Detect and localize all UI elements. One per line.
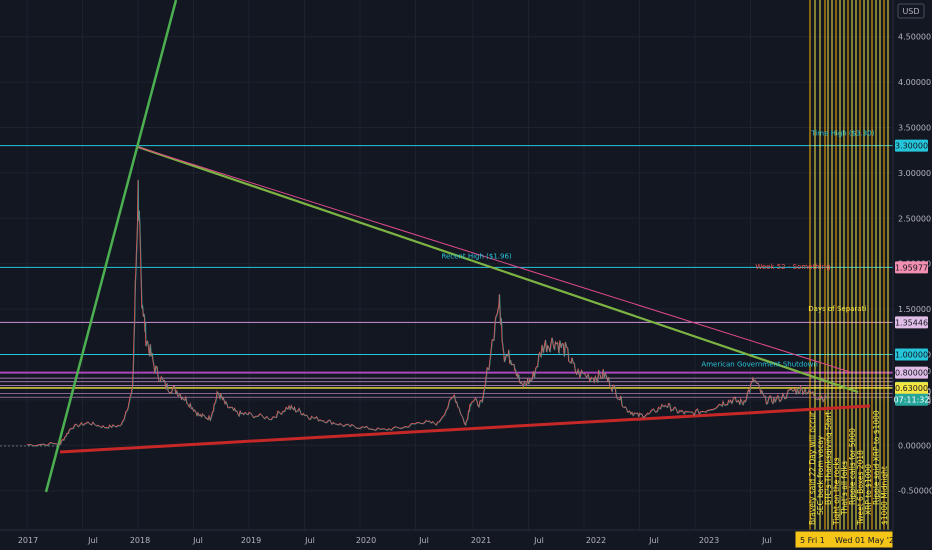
time-tick-label: Jul: [418, 536, 429, 545]
price-tick-label: 1.50000: [898, 305, 931, 314]
price-tick-label: 3.00000: [898, 169, 931, 178]
event-note-label: Bravely said 22 Day will occur: [808, 411, 817, 525]
price-badge: [895, 139, 928, 152]
price-badges: 3.300001.959771.354461.000000.800000.634…: [894, 139, 930, 406]
time-axis: 2017 Jul 2018 Jul 2019 Jul 2020 Jul 2021 Jul 2022 J…: [18, 536, 772, 545]
time-tick-label: 2023: [699, 536, 719, 545]
annotations: Recent High ($1.96) Time High ($3.30) Amer…: [441, 130, 874, 369]
price-badge-text: 1.00000: [895, 351, 928, 360]
price-tick-label: 4.00000: [898, 78, 931, 87]
currency-label: USD: [902, 7, 919, 16]
annotation-label: American Government Shutdown: [701, 360, 817, 368]
time-tick-label: 2022: [586, 536, 606, 545]
time-tick-label: 2017: [18, 536, 38, 545]
bottom-left-label: 5 Fri 1: [800, 536, 825, 545]
price-line: [26, 179, 828, 447]
bottom-date-label: Wed 01 May '24: [835, 536, 899, 545]
horizontal-levels: [0, 145, 893, 398]
event-note-label: XRP to $1000: [864, 464, 873, 515]
event-note-label: Ripple calls for 5000: [848, 428, 857, 505]
annotation-label: Days of Separati: [808, 305, 866, 313]
price-badge: [895, 261, 928, 274]
time-tick-label: 2021: [471, 536, 491, 545]
time-tick-label: 2020: [356, 536, 376, 545]
price-badge-text: 1.95977: [895, 263, 928, 272]
time-tick-label: Jul: [648, 536, 659, 545]
price-series-line-alt: [27, 180, 828, 447]
event-note-label: BTC's Thanksgiving Start: [824, 412, 833, 505]
price-tick-label: 3.50000: [898, 124, 931, 133]
annotation-label: Recent High ($1.96): [441, 252, 512, 260]
pink-descending-trendline: [137, 146, 851, 373]
price-badge-text: 1.35446: [895, 318, 928, 327]
price-badge: [895, 348, 928, 361]
time-tick-label: Jul: [533, 536, 544, 545]
bottom-date-badge: 5 Fri 1 Wed 01 May '24: [795, 531, 899, 548]
green-steep-trendline: [44, 0, 178, 493]
price-badge-text: 0.63000: [895, 384, 928, 393]
time-tick-label: Jul: [761, 536, 772, 545]
annotation-label: Week 52 - Something: [755, 263, 830, 271]
time-tick-label: 2019: [241, 536, 261, 545]
price-badge: [895, 382, 928, 395]
price-series-line: [26, 179, 827, 447]
event-note-label: Ripple said XRP to $1000: [872, 410, 881, 505]
event-note-label: That's all folks: [840, 461, 849, 516]
countdown-badge: [895, 393, 928, 406]
currency-badge[interactable]: USD: [897, 3, 925, 19]
green-descending-trendline: [137, 145, 859, 394]
vertical-lines: Bravely said 22 Day will occur SEC back f…: [808, 0, 889, 530]
price-tick-label: 0.00000: [898, 441, 931, 450]
price-badge-text: 0.80000: [895, 369, 928, 378]
time-tick-label: Jul: [192, 536, 203, 545]
price-badge: [895, 366, 928, 379]
price-badge-text: 3.30000: [895, 142, 928, 151]
trend-lines: [0, 0, 871, 493]
time-tick-label: Jul: [304, 536, 315, 545]
annotation-label: Time High ($3.30): [810, 130, 874, 138]
event-note-label: Tweet 6 Boxes 2018: [856, 450, 865, 526]
event-note-label: $1000 Midnight: [880, 466, 889, 525]
event-note-label: SEC back from vacay: [816, 435, 825, 515]
price-tick-label: 2.50000: [898, 214, 931, 223]
price-badge: [895, 316, 928, 329]
price-tick-label: -0.50000: [898, 487, 932, 496]
countdown-text: 07:11:32: [894, 396, 930, 405]
red-support-trendline: [59, 404, 871, 454]
time-tick-label: Jul: [87, 536, 98, 545]
price-tick-label: 4.50000: [898, 33, 931, 42]
time-tick-label: 2018: [130, 536, 150, 545]
event-note-label: Tight on the rocks: [832, 457, 841, 526]
price-axis-panel: [893, 0, 932, 550]
